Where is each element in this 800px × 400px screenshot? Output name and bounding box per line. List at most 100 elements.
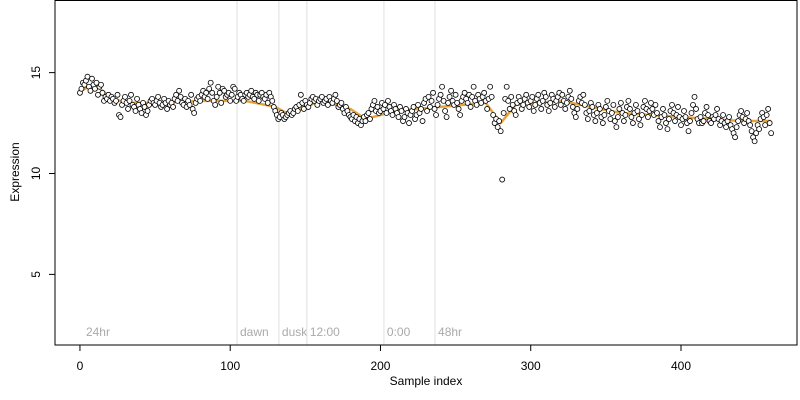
data-point bbox=[126, 97, 133, 104]
annotation-label: 24hr bbox=[86, 325, 110, 339]
data-point bbox=[634, 108, 641, 114]
data-point bbox=[374, 104, 381, 110]
data-point bbox=[688, 110, 695, 116]
data-point bbox=[114, 91, 121, 98]
data-point bbox=[637, 122, 644, 128]
data-point bbox=[188, 91, 195, 98]
data-point bbox=[572, 114, 579, 120]
data-point bbox=[586, 108, 593, 114]
data-point bbox=[227, 97, 234, 104]
data-point bbox=[616, 106, 623, 112]
data-point bbox=[455, 106, 462, 112]
data-point bbox=[218, 99, 225, 106]
data-point bbox=[539, 97, 546, 104]
data-point bbox=[406, 120, 412, 126]
data-point bbox=[484, 106, 491, 112]
data-point bbox=[589, 104, 596, 110]
data-point bbox=[672, 118, 678, 124]
data-point bbox=[593, 110, 600, 116]
data-point bbox=[542, 93, 549, 100]
annotation-label: 48hr bbox=[438, 325, 462, 339]
data-point bbox=[134, 95, 140, 102]
y-tick-label: 10 bbox=[29, 167, 43, 181]
data-point bbox=[663, 120, 669, 126]
data-point bbox=[437, 91, 444, 98]
data-point bbox=[738, 108, 745, 114]
x-tick-label: 400 bbox=[671, 359, 691, 373]
data-point bbox=[419, 118, 426, 124]
data-point bbox=[599, 120, 606, 126]
data-point bbox=[700, 118, 707, 124]
data-point bbox=[581, 102, 588, 108]
annotation-label: 0:00 bbox=[387, 325, 411, 339]
data-point bbox=[434, 102, 441, 108]
data-point bbox=[385, 97, 391, 104]
data-point bbox=[627, 106, 633, 112]
data-point bbox=[418, 106, 424, 112]
data-point bbox=[678, 122, 684, 128]
data-point bbox=[401, 114, 408, 120]
data-point bbox=[714, 106, 720, 112]
data-point bbox=[496, 118, 503, 124]
annotation-label: dawn bbox=[240, 325, 269, 339]
plot-frame bbox=[54, 0, 798, 346]
data-point bbox=[186, 102, 193, 108]
data-point bbox=[332, 91, 339, 98]
data-point bbox=[630, 120, 636, 126]
data-point bbox=[584, 116, 591, 122]
data-point bbox=[113, 97, 119, 104]
data-point bbox=[733, 124, 740, 131]
data-point bbox=[503, 83, 510, 90]
data-point bbox=[487, 83, 494, 90]
data-point bbox=[446, 93, 453, 100]
data-point bbox=[255, 97, 262, 104]
data-point bbox=[732, 134, 738, 141]
data-point bbox=[338, 99, 345, 106]
data-point bbox=[535, 91, 542, 98]
data-point bbox=[596, 106, 603, 112]
data-point bbox=[452, 91, 459, 98]
data-point bbox=[499, 176, 506, 183]
data-point bbox=[657, 124, 663, 131]
data-point bbox=[720, 112, 726, 118]
data-point bbox=[433, 112, 439, 118]
data-point bbox=[424, 108, 430, 114]
data-point bbox=[526, 104, 533, 110]
data-point bbox=[164, 106, 170, 112]
data-point bbox=[744, 110, 751, 116]
data-point bbox=[682, 114, 689, 120]
data-point bbox=[601, 112, 608, 118]
data-point bbox=[512, 112, 519, 118]
data-point bbox=[500, 110, 507, 116]
data-point bbox=[620, 118, 627, 124]
y-tick-label: 15 bbox=[29, 66, 43, 80]
data-point bbox=[464, 99, 471, 106]
x-tick-label: 0 bbox=[77, 359, 84, 373]
data-point bbox=[545, 108, 552, 114]
data-point bbox=[559, 91, 566, 98]
data-point bbox=[209, 89, 216, 96]
x-tick-label: 200 bbox=[370, 359, 390, 373]
data-point bbox=[481, 89, 488, 96]
data-point bbox=[191, 110, 198, 116]
data-point bbox=[562, 106, 569, 112]
data-point bbox=[557, 102, 564, 108]
data-point bbox=[497, 128, 504, 135]
data-point bbox=[155, 93, 161, 100]
data-point bbox=[614, 114, 621, 120]
data-point bbox=[690, 102, 696, 108]
data-point bbox=[628, 114, 635, 120]
data-point bbox=[269, 97, 276, 104]
data-point bbox=[551, 104, 558, 110]
data-point bbox=[664, 126, 671, 133]
data-point bbox=[766, 120, 773, 126]
data-point bbox=[687, 118, 693, 124]
data-point bbox=[470, 83, 477, 90]
annotation-label: 12:00 bbox=[310, 325, 340, 339]
data-point bbox=[613, 124, 620, 131]
data-point bbox=[563, 99, 570, 106]
data-point bbox=[538, 106, 545, 112]
data-point bbox=[98, 81, 104, 88]
data-point bbox=[231, 85, 238, 92]
data-point bbox=[457, 112, 464, 118]
